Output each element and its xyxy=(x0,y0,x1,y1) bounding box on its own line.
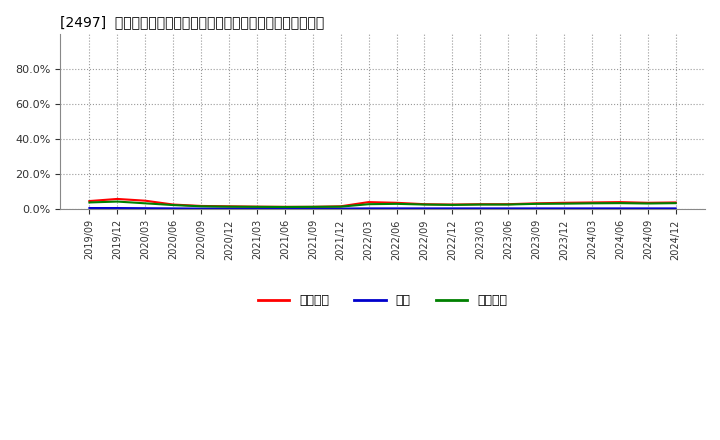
在庫 xyxy=(197,206,205,211)
売上債権 xyxy=(253,204,261,209)
買入債務 xyxy=(504,202,513,207)
買入債務 xyxy=(85,200,94,205)
在庫 xyxy=(225,206,233,211)
売上債権 xyxy=(197,203,205,209)
売上債権 xyxy=(141,198,150,203)
Line: 売上債権: 売上債権 xyxy=(89,199,675,207)
売上債権 xyxy=(85,198,94,204)
在庫 xyxy=(532,206,541,211)
在庫 xyxy=(336,206,345,211)
Legend: 売上債権, 在庫, 買入債務: 売上債権, 在庫, 買入債務 xyxy=(253,289,512,312)
在庫 xyxy=(281,206,289,211)
売上債権 xyxy=(532,201,541,206)
売上債権 xyxy=(559,200,568,205)
在庫 xyxy=(504,206,513,211)
売上債権 xyxy=(476,202,485,207)
在庫 xyxy=(141,205,150,211)
売上債権 xyxy=(336,204,345,209)
買入債務 xyxy=(253,204,261,209)
売上債権 xyxy=(644,200,652,205)
買入債務 xyxy=(392,201,401,206)
在庫 xyxy=(85,205,94,211)
買入債務 xyxy=(225,204,233,209)
買入債務 xyxy=(532,201,541,206)
在庫 xyxy=(392,206,401,211)
売上債権 xyxy=(364,199,373,205)
在庫 xyxy=(113,205,122,211)
売上債権 xyxy=(169,202,178,207)
買入債務 xyxy=(644,201,652,206)
在庫 xyxy=(559,206,568,211)
買入債務 xyxy=(141,201,150,206)
在庫 xyxy=(644,206,652,211)
Text: [2497]  売上債権、在庫、買入債務の総資産に対する比率の推移: [2497] 売上債権、在庫、買入債務の総資産に対する比率の推移 xyxy=(60,15,324,29)
在庫 xyxy=(448,206,456,211)
在庫 xyxy=(308,206,317,211)
在庫 xyxy=(616,206,624,211)
売上債権 xyxy=(671,200,680,205)
買入債務 xyxy=(448,202,456,208)
売上債権 xyxy=(113,196,122,202)
売上債権 xyxy=(448,202,456,207)
買入債務 xyxy=(336,204,345,209)
売上債権 xyxy=(392,200,401,205)
在庫 xyxy=(364,206,373,211)
買入債務 xyxy=(281,204,289,209)
売上債権 xyxy=(504,202,513,207)
在庫 xyxy=(253,206,261,211)
売上債権 xyxy=(308,204,317,209)
Line: 在庫: 在庫 xyxy=(89,208,675,209)
買入債務 xyxy=(588,201,596,206)
在庫 xyxy=(588,206,596,211)
在庫 xyxy=(476,206,485,211)
買入債務 xyxy=(616,201,624,206)
売上債権 xyxy=(588,200,596,205)
買入債務 xyxy=(197,204,205,209)
在庫 xyxy=(671,206,680,211)
Line: 買入債務: 買入債務 xyxy=(89,202,675,207)
買入債務 xyxy=(559,201,568,206)
買入債務 xyxy=(671,201,680,206)
在庫 xyxy=(169,206,178,211)
売上債権 xyxy=(225,204,233,209)
売上債権 xyxy=(420,202,428,207)
買入債務 xyxy=(113,199,122,204)
売上債権 xyxy=(616,199,624,205)
買入債務 xyxy=(364,202,373,207)
買入債務 xyxy=(420,202,428,207)
買入債務 xyxy=(169,202,178,208)
売上債権 xyxy=(281,204,289,209)
買入債務 xyxy=(476,202,485,207)
在庫 xyxy=(420,206,428,211)
買入債務 xyxy=(308,204,317,209)
